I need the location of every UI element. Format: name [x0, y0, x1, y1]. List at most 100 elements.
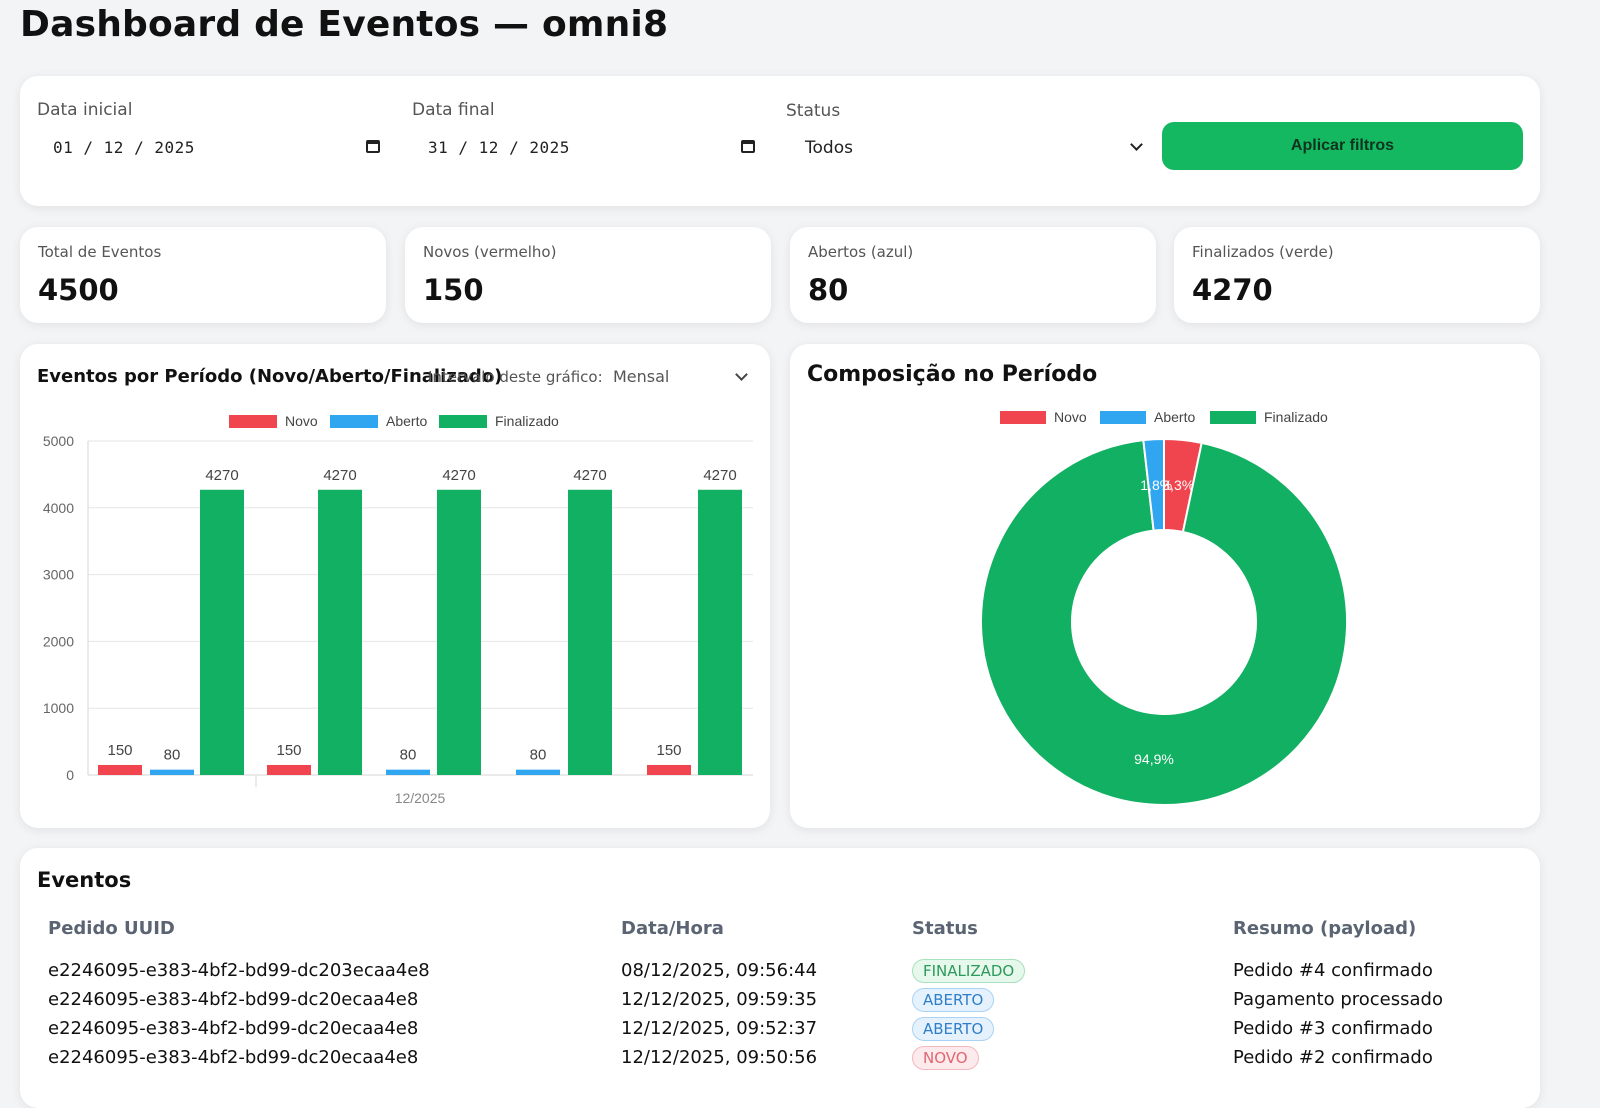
start-date-label: Data inicial — [37, 100, 133, 120]
end-date-value: 31 / 12 / 2025 — [428, 138, 570, 157]
pie-chart-card: Composição no Período Novo Aberto Finaliza… — [790, 344, 1540, 828]
status-badge: NOVO — [912, 1046, 979, 1070]
legend-label: Novo — [285, 413, 318, 429]
calendar-icon[interactable] — [366, 140, 380, 153]
slice-label: 1,8% — [1140, 477, 1172, 493]
kpi-label: Total de Eventos — [38, 243, 162, 261]
bar-chart-card: Eventos por Período (Novo/Aberto/Finaliz… — [20, 344, 770, 828]
interval-select-value: Mensal — [613, 367, 670, 386]
legend-label: Novo — [1054, 409, 1087, 425]
kpi-value: 4500 — [38, 273, 119, 307]
y-tick-label: 2000 — [43, 633, 74, 649]
column-header: Status — [912, 918, 978, 939]
y-tick-label: 0 — [66, 767, 74, 783]
legend-swatch-novo — [229, 415, 277, 428]
interval-label: Intervalo deste gráfico: — [428, 368, 603, 386]
bar-novo — [267, 764, 311, 775]
bar-data-label: 4270 — [205, 467, 238, 484]
chevron-down-icon — [1130, 138, 1143, 151]
y-tick-label: 5000 — [43, 433, 74, 449]
apply-filters-button[interactable]: Aplicar filtros — [1162, 122, 1523, 170]
row-summary: Pedido #3 confirmado — [1233, 1018, 1433, 1039]
bar-chart: Novo Aberto Finalizado 0 1000 2000 3000 4000 500… — [43, 413, 753, 806]
bar-finalizado — [318, 489, 362, 775]
legend-swatch-finalizado — [439, 415, 487, 428]
legend-label: Finalizado — [1264, 409, 1328, 425]
kpi-card-abertos: Abertos (azul) 80 — [790, 227, 1156, 323]
row-uuid: e2246095-e383-4bf2-bd99-dc20ecaa4e8 — [48, 1047, 419, 1068]
kpi-value: 4270 — [1192, 273, 1273, 307]
row-summary: Pedido #4 confirmado — [1233, 960, 1433, 981]
bar-chart-title: Eventos por Período (Novo/Aberto/Finaliz… — [37, 366, 503, 387]
bar-data-label: 150 — [276, 742, 301, 759]
events-table-card: Eventos Pedido UUID Data/Hora Status Resumo… — [20, 848, 1540, 1108]
filter-bar: Data inicial 01 / 12 / 2025 Data final 3… — [20, 76, 1540, 206]
bar-finalizado — [200, 489, 244, 775]
y-tick-label: 1000 — [43, 700, 74, 716]
column-header: Pedido UUID — [48, 918, 175, 939]
row-datetime: 08/12/2025, 09:56:44 — [621, 960, 818, 981]
kpi-label: Abertos (azul) — [808, 243, 914, 261]
bar-data-label: 150 — [656, 742, 681, 759]
status-label: Status — [786, 101, 841, 121]
kpi-value: 80 — [808, 273, 849, 307]
bar-data-label: 4270 — [442, 467, 475, 484]
donut-chart: Novo Aberto Finalizado 3,3% 94,9% 1,8% — [980, 409, 1348, 806]
column-header: Data/Hora — [621, 918, 724, 939]
bar-data-label: 4270 — [703, 467, 736, 484]
bar-data-label: 80 — [164, 747, 181, 764]
pie-chart-title: Composição no Período — [807, 362, 1098, 387]
bar-novo — [98, 764, 142, 775]
slice-label: 94,9% — [1134, 751, 1174, 767]
events-title: Eventos — [37, 868, 132, 892]
donut-slice-aberto — [1142, 437, 1165, 532]
start-date-value: 01 / 12 / 2025 — [53, 138, 195, 157]
calendar-icon[interactable] — [741, 140, 755, 153]
row-summary: Pagamento processado — [1233, 989, 1443, 1010]
legend-swatch-finalizado — [1210, 411, 1256, 424]
column-header: Resumo (payload) — [1233, 918, 1417, 939]
legend-label: Aberto — [1154, 409, 1195, 425]
bar-data-label: 150 — [107, 742, 132, 759]
y-tick-label: 4000 — [43, 500, 74, 516]
page-title: Dashboard de Eventos — omni8 — [20, 4, 669, 45]
bar-data-label: 4270 — [323, 467, 356, 484]
bar-finalizado — [698, 489, 742, 775]
legend-swatch-novo — [1000, 411, 1046, 424]
bar-finalizado — [437, 489, 481, 775]
legend-swatch-aberto — [1100, 411, 1146, 424]
row-datetime: 12/12/2025, 09:59:35 — [621, 989, 818, 1010]
kpi-label: Finalizados (verde) — [1192, 243, 1334, 261]
legend-label: Aberto — [386, 413, 427, 429]
bar-aberto — [150, 769, 194, 775]
row-uuid: e2246095-e383-4bf2-bd99-dc20ecaa4e8 — [48, 989, 419, 1010]
row-uuid: e2246095-e383-4bf2-bd99-dc203ecaa4e8 — [48, 960, 430, 981]
legend-label: Finalizado — [495, 413, 559, 429]
bar-data-label: 80 — [530, 747, 547, 764]
row-datetime: 12/12/2025, 09:50:56 — [621, 1047, 818, 1068]
row-uuid: e2246095-e383-4bf2-bd99-dc20ecaa4e8 — [48, 1018, 419, 1039]
row-datetime: 12/12/2025, 09:52:37 — [621, 1018, 818, 1039]
status-select-value: Todos — [805, 138, 853, 158]
bar-data-label: 4270 — [573, 467, 606, 484]
row-summary: Pedido #2 confirmado — [1233, 1047, 1433, 1068]
kpi-label: Novos (vermelho) — [423, 243, 557, 261]
bar-aberto — [386, 769, 430, 775]
bar-aberto — [516, 769, 560, 775]
donut-slice-finalizado — [980, 439, 1348, 806]
bar-finalizado — [568, 489, 612, 775]
kpi-card-finalizados: Finalizados (verde) 4270 — [1174, 227, 1540, 323]
kpi-card-total: Total de Eventos 4500 — [20, 227, 386, 323]
y-tick-label: 3000 — [43, 567, 74, 583]
status-badge: FINALIZADO — [912, 959, 1026, 983]
x-tick-label: 12/2025 — [395, 790, 446, 806]
kpi-value: 150 — [423, 273, 484, 307]
slice-label: 3,3% — [1162, 477, 1194, 493]
status-badge: ABERTO — [912, 1017, 995, 1041]
legend-swatch-aberto — [330, 415, 378, 428]
kpi-card-novos: Novos (vermelho) 150 — [405, 227, 771, 323]
end-date-label: Data final — [412, 100, 495, 120]
bar-data-label: 80 — [400, 747, 417, 764]
status-badge: ABERTO — [912, 988, 995, 1012]
bar-novo — [647, 764, 691, 775]
